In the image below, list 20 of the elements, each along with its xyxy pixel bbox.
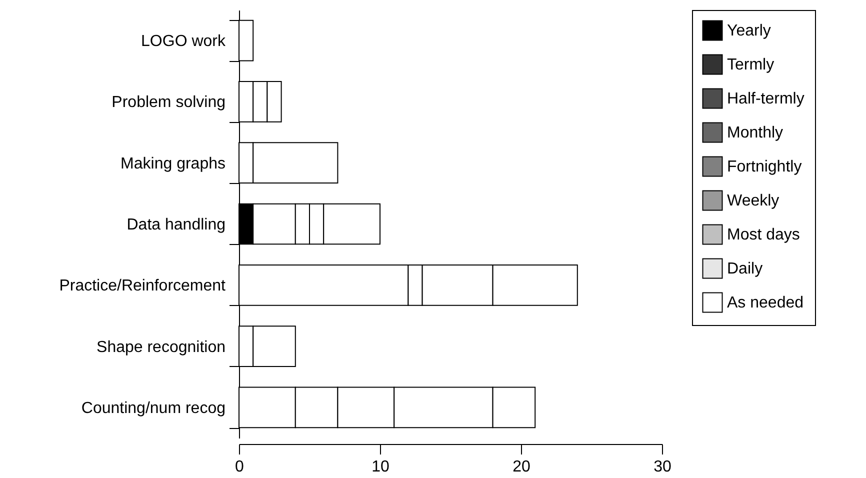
legend-label: Weekly (727, 192, 780, 210)
legend-label: Monthly (727, 124, 784, 142)
y-tick-label: LOGO work (141, 33, 226, 50)
y-tick-label: Data handling (126, 216, 226, 234)
y-tick-label: Shape recognition (96, 338, 226, 356)
x-tick-label: 10 (372, 458, 390, 476)
legend-label: As needed (727, 294, 804, 312)
y-tick-label: Practice/Reinforcement (59, 278, 226, 295)
x-tick-label: 20 (512, 458, 530, 476)
legend-label: Daily (727, 260, 763, 278)
legend-label: Most days (727, 226, 800, 244)
legend-label: Yearly (727, 22, 771, 40)
legend-label: Fortnightly (727, 158, 802, 176)
x-tick-label: 0 (235, 458, 244, 476)
y-tick-label: Counting/num recog (81, 400, 226, 417)
y-tick-label: Problem solving (112, 94, 226, 112)
legend-label: Half-termly (727, 90, 804, 108)
y-tick-label: Making graphs (120, 155, 226, 172)
x-tick-label: 30 (654, 458, 672, 476)
legend-label: Termly (727, 56, 774, 74)
